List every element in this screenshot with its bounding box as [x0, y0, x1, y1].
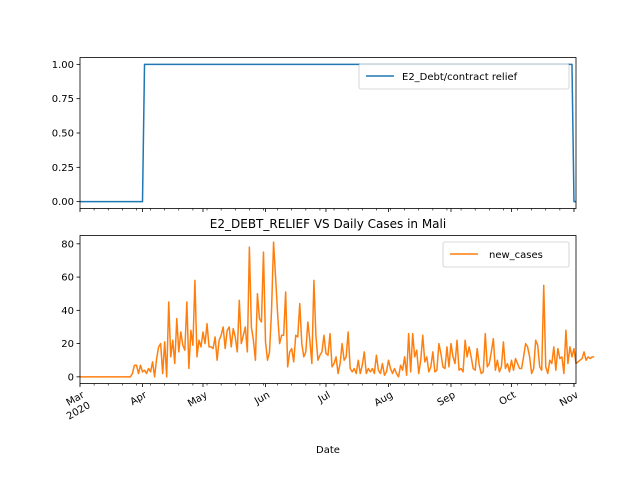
bottom-legend: new_cases — [442, 241, 570, 268]
top-y-tick-label: 0.75 — [52, 94, 74, 105]
top-legend-box — [358, 63, 570, 90]
bottom-y-tick-label: 0 — [68, 372, 74, 383]
bottom-y-tick-label: 80 — [61, 239, 74, 250]
top-plot-area — [80, 63, 576, 203]
top-y-tick-label: 0.25 — [52, 163, 74, 174]
top-panel: 0.00 0.25 0.50 0.75 1.00 E2_Debt/contract re… — [52, 57, 577, 212]
bottom-legend-label: new_cases — [489, 250, 543, 261]
top-y-tick-label: 1.00 — [52, 60, 74, 71]
bottom-axes-frame — [79, 235, 577, 384]
bottom-plot-area — [80, 241, 595, 378]
bottom-y-tick-label: 40 — [61, 306, 74, 317]
top-y-ticks: 0.00 0.25 0.50 0.75 1.00 — [52, 60, 80, 208]
x-axis-label: Date — [316, 445, 340, 456]
bottom-y-tick-label: 60 — [61, 273, 74, 284]
bottom-y-ticks: 0 20 40 60 80 — [61, 239, 80, 383]
bottom-legend-box — [442, 241, 570, 268]
series-line-new-cases — [80, 241, 595, 378]
bottom-y-tick-label: 20 — [61, 339, 74, 350]
series-line-debt-relief — [80, 63, 576, 203]
chart-title: E2_DEBT_RELIEF VS Daily Cases in Mali — [210, 217, 446, 231]
top-legend: E2_Debt/contract relief — [358, 63, 570, 90]
top-y-tick-label: 0.00 — [52, 197, 74, 208]
top-x-ticks — [79, 208, 575, 212]
top-legend-label: E2_Debt/contract relief — [402, 72, 518, 83]
top-y-tick-label: 0.50 — [52, 129, 74, 140]
